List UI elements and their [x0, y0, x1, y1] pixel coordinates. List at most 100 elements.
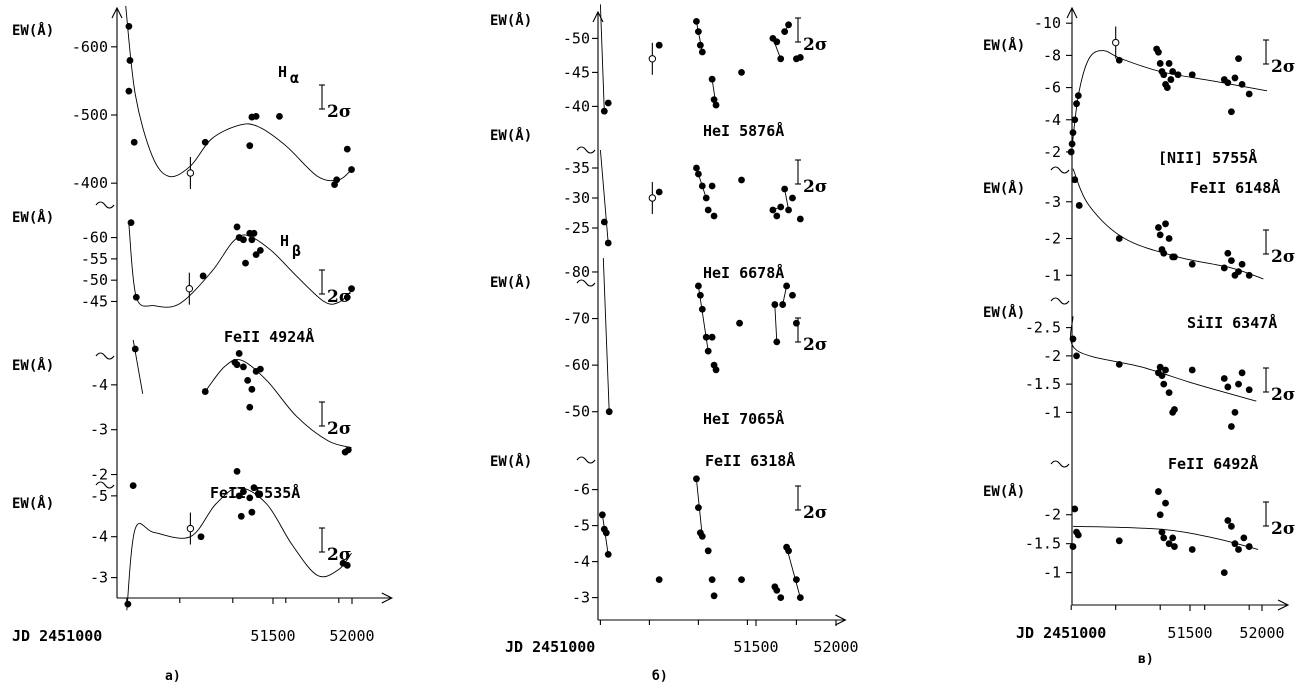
y-tick-label: -25	[563, 219, 590, 237]
data-point	[1165, 235, 1173, 242]
data-point	[1071, 505, 1079, 513]
data-point	[1171, 253, 1178, 261]
data-point	[240, 363, 247, 371]
data-point	[695, 170, 702, 178]
data-point	[233, 467, 241, 475]
data-point	[1224, 383, 1232, 391]
data-point	[1238, 80, 1246, 88]
data-point	[129, 482, 137, 490]
data-point	[1158, 528, 1166, 536]
chart-panel-3: 51500 52000 JD 2451000 в) EW(Å) -10 -8 -6 -4 -2 [N…	[983, 6, 1295, 667]
data-point	[600, 218, 608, 226]
data-point	[248, 236, 256, 244]
y-tick-label: -1	[1043, 266, 1061, 284]
data-point	[333, 176, 341, 184]
subplot-1: EW(Å) -50 -45 -40 HeI 5876Å 2σ	[490, 4, 827, 140]
y-axis-label: EW(Å)	[490, 12, 532, 29]
data-point	[1188, 260, 1196, 268]
connect-line	[786, 547, 801, 598]
data-point	[796, 215, 804, 223]
data-point	[712, 101, 720, 109]
sigma-label: 2σ	[803, 35, 827, 55]
data-point	[773, 212, 781, 220]
chart-panel-2: 51500 52000 JD 2451000 б) EW(Å) -50 -45 -40 HeI …	[490, 4, 859, 684]
panel-caption: б)	[652, 669, 668, 684]
data-point	[246, 142, 254, 150]
connect-line	[774, 304, 778, 342]
data-point	[233, 223, 241, 231]
spectral-line-subscript: α	[290, 69, 299, 87]
data-point	[1115, 235, 1123, 242]
subplot-3: EW(Å) -80 -70 -60 -50 HeI 7065Å 2σ	[490, 257, 827, 428]
data-point	[710, 592, 718, 600]
data-point	[785, 206, 792, 214]
data-point	[1240, 534, 1248, 542]
data-point	[1165, 60, 1173, 67]
fit-curve	[125, 5, 352, 182]
data-point	[785, 547, 792, 555]
x-tick-label: 51500	[733, 638, 778, 656]
y-axis-label: EW(Å)	[12, 209, 54, 226]
y-axis-arrow-icon	[111, 6, 123, 19]
data-point	[252, 112, 260, 120]
open-data-point	[648, 55, 657, 63]
y-tick-label: -60	[563, 356, 590, 374]
data-point	[695, 28, 702, 35]
x-tick-label: 51500	[1167, 624, 1212, 642]
data-point	[1075, 202, 1083, 209]
data-point	[693, 18, 700, 25]
data-point	[1165, 389, 1173, 397]
data-point	[240, 488, 247, 496]
y-tick-label: -4	[1043, 111, 1061, 129]
x-tick-label: 51500	[250, 627, 295, 645]
connect-line	[599, 4, 605, 112]
panel-caption: в)	[1138, 652, 1154, 667]
data-point	[1073, 100, 1080, 108]
data-point	[777, 594, 785, 601]
data-point	[1160, 249, 1168, 257]
data-point	[704, 347, 712, 355]
subplot-2: EW(Å) -35 -30 -25 HeI 6678Å 2σ	[490, 127, 827, 282]
connect-line	[599, 149, 609, 244]
fit-curve	[1070, 50, 1268, 156]
sigma-label: 2σ	[803, 503, 827, 523]
data-point	[655, 188, 663, 196]
sigma-label: 2σ	[1271, 519, 1295, 539]
data-point	[250, 484, 258, 492]
spectral-line-name: H	[280, 232, 289, 250]
data-point	[710, 96, 718, 103]
data-point	[1160, 534, 1168, 542]
data-point	[600, 107, 608, 115]
y-tick-label: -5	[90, 487, 108, 505]
data-point	[1245, 543, 1253, 550]
x-axis-title: JD 2451000	[505, 638, 595, 656]
data-point	[773, 38, 781, 46]
data-point	[130, 138, 138, 146]
axis-break-icon	[95, 201, 115, 209]
y-tick-label: -6	[572, 481, 590, 499]
y-tick-label: -6	[1043, 79, 1061, 97]
data-point	[777, 203, 785, 211]
axis-break-icon	[576, 456, 596, 464]
data-point	[781, 185, 789, 193]
data-point	[796, 594, 804, 601]
fit-curve	[204, 359, 352, 449]
data-point	[248, 508, 256, 516]
y-axis-label: EW(Å)	[490, 274, 532, 291]
data-point	[240, 236, 247, 244]
data-point	[693, 164, 700, 172]
y-tick-label: -70	[563, 310, 590, 328]
sigma-label: 2σ	[1271, 247, 1295, 267]
data-point	[738, 576, 745, 583]
y-tick-label: -55	[81, 250, 108, 268]
data-point	[1074, 531, 1082, 539]
data-point	[704, 206, 712, 214]
data-point	[250, 229, 258, 237]
data-point	[1188, 546, 1196, 553]
data-point	[1156, 60, 1164, 67]
data-point	[708, 182, 716, 190]
data-point	[1228, 257, 1235, 264]
data-point	[1238, 369, 1246, 377]
y-tick-label: -30	[563, 189, 590, 207]
